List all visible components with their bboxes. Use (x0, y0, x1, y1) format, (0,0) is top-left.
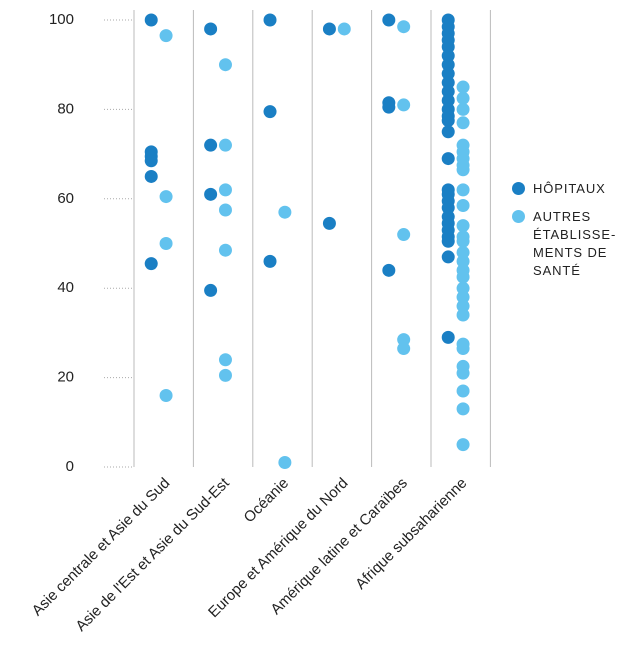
y-tick-label: 80 (57, 100, 74, 117)
dot (456, 183, 470, 197)
dot (456, 199, 470, 213)
legend-swatch (512, 182, 525, 195)
dot (441, 201, 455, 215)
dot (441, 125, 455, 139)
legend-label: AUTRES ÉTABLISSE-MENTS DE SANTÉ (533, 209, 617, 278)
dot (397, 228, 411, 242)
dot (456, 308, 470, 322)
legend-swatch (512, 210, 525, 223)
dot (263, 105, 277, 119)
dot (218, 368, 232, 382)
dot (441, 49, 455, 63)
dot (337, 22, 351, 36)
dot (441, 152, 455, 166)
dot (204, 138, 218, 152)
y-tick-label: 60 (57, 190, 74, 207)
dot (144, 169, 158, 183)
dot (456, 299, 470, 313)
dot (456, 219, 470, 233)
y-tick-label: 20 (57, 369, 74, 386)
legend-item: AUTRES ÉTABLISSE-MENTS DE SANTÉ (512, 208, 617, 280)
y-tick-label: 100 (49, 11, 74, 28)
dot (456, 342, 470, 356)
dot (218, 203, 232, 217)
dot (441, 85, 455, 99)
dot (159, 388, 173, 402)
dot (456, 366, 470, 380)
dot (159, 237, 173, 250)
dot (441, 234, 455, 248)
dot (278, 456, 292, 470)
x-tick-label: Océanie (241, 475, 293, 527)
dot (456, 80, 470, 94)
dot (204, 22, 218, 36)
dot (144, 13, 158, 27)
dot (441, 58, 455, 72)
dot (456, 290, 470, 304)
dot (204, 283, 218, 297)
legend-item: HÔPITAUX (512, 180, 617, 198)
dot (456, 91, 470, 105)
dot (159, 190, 173, 204)
y-tick-label: 40 (57, 279, 74, 296)
dot (441, 93, 455, 107)
dot (456, 384, 470, 398)
dot (456, 254, 470, 268)
dot (218, 353, 232, 367)
dot (397, 342, 411, 356)
dot (263, 13, 277, 27)
dot (441, 40, 455, 54)
dot (322, 22, 336, 36)
dot (456, 234, 470, 248)
dot (382, 100, 396, 114)
dot (263, 254, 277, 268)
dot (456, 438, 470, 452)
dot (159, 29, 173, 43)
dot (204, 187, 218, 201)
dot (441, 330, 455, 344)
dot (322, 216, 336, 230)
dot (456, 281, 470, 295)
dot (218, 58, 232, 72)
dot (382, 13, 396, 27)
dot (456, 116, 470, 130)
dot (441, 250, 455, 264)
dot (144, 154, 158, 168)
dot (441, 67, 455, 81)
dot (382, 263, 396, 277)
dot (456, 270, 470, 284)
x-tick-label: Afrique subsaharienne (352, 475, 470, 593)
dot (456, 163, 470, 177)
dot (218, 183, 232, 197)
dot (456, 245, 470, 259)
dot (397, 333, 411, 347)
dot (218, 243, 232, 257)
dot (278, 205, 292, 219)
dot (397, 20, 411, 34)
y-tick-label: 0 (66, 458, 74, 475)
legend-label: HÔPITAUX (533, 181, 606, 196)
dot (456, 102, 470, 116)
legend: HÔPITAUX AUTRES ÉTABLISSE-MENTS DE SANTÉ (512, 180, 617, 290)
dot (144, 257, 158, 271)
dot (456, 402, 470, 416)
dot (441, 76, 455, 90)
dot (397, 98, 411, 112)
dot (441, 114, 455, 128)
dot (218, 138, 232, 152)
